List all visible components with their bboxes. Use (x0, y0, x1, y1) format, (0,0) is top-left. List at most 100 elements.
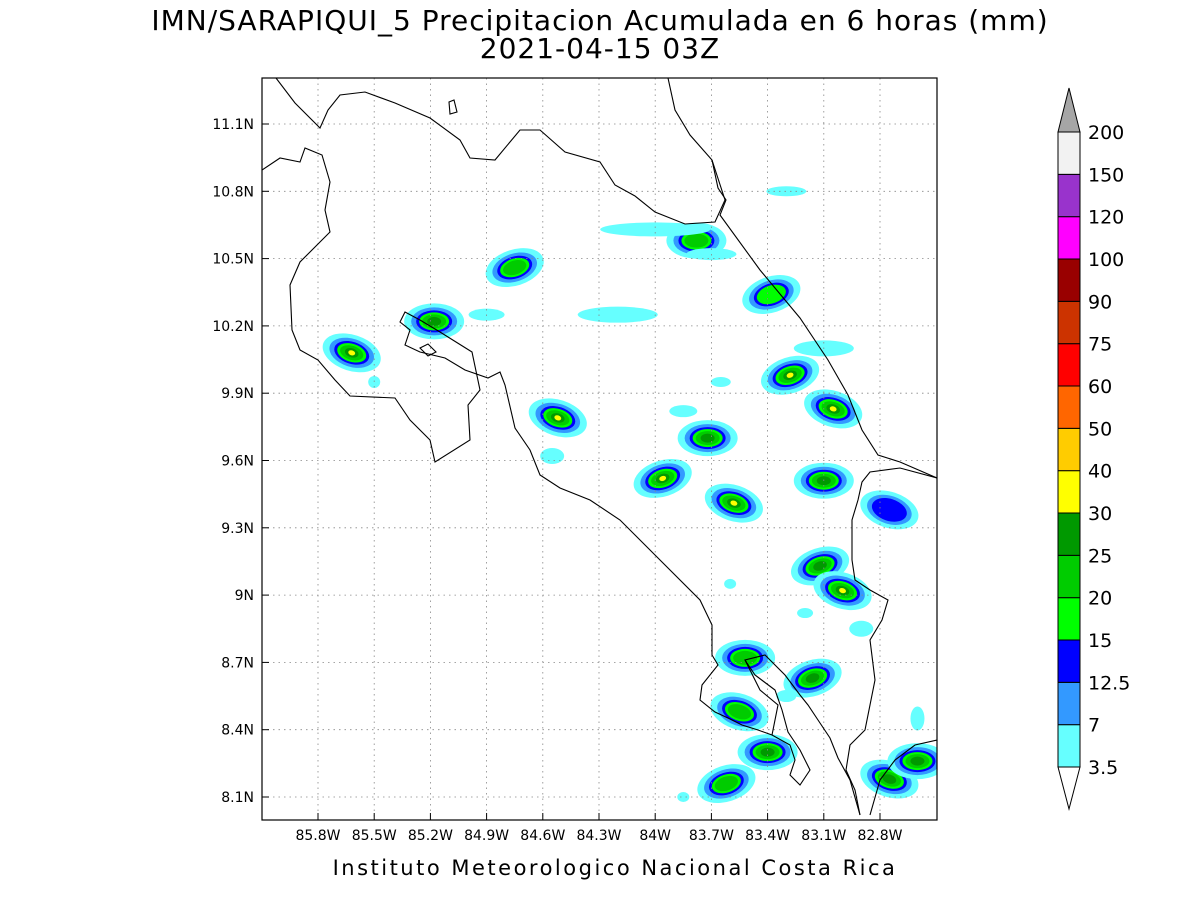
y-tick-label: 9.9N (221, 386, 254, 402)
footer-credit: Instituto Meteorologico Nacional Costa R… (332, 856, 898, 880)
rain-light (669, 405, 698, 418)
colorbar-swatch (1057, 512, 1081, 556)
y-tick-label: 8.7N (221, 655, 254, 671)
rain-contour (882, 774, 897, 784)
x-tick-label: 85.5W (352, 828, 397, 844)
rain-contour (871, 498, 907, 522)
rain-light (849, 620, 874, 637)
colorbar-label: 12.5 (1088, 672, 1130, 694)
map-grid (262, 78, 937, 820)
precipitation-cells (322, 186, 937, 804)
x-tick-label: 85.2W (408, 828, 453, 844)
colorbar-swatch (1057, 724, 1081, 768)
rain-contour (839, 588, 846, 594)
rain-contour (786, 372, 794, 378)
y-tick-label: 10.8N (212, 184, 254, 200)
y-tick-label: 11.1N (212, 117, 254, 133)
rain-contour (829, 406, 837, 412)
x-tick-label: 84.3W (576, 828, 621, 844)
colorbar-swatch (1057, 131, 1081, 175)
colorbar-swatch (1057, 258, 1081, 302)
lake-island (448, 99, 458, 115)
colorbar-swatch (1057, 300, 1081, 345)
colorbar-swatch (1057, 681, 1081, 726)
x-tick-label: 84.9W (464, 828, 509, 844)
rain-cell (737, 734, 798, 771)
rain-cell (404, 303, 465, 340)
colorbar-label: 15 (1088, 630, 1112, 652)
rain-contour (700, 433, 715, 443)
map-timestamp: 2021-04-15 03Z (479, 32, 721, 65)
rain-light (724, 578, 737, 589)
x-tick-label: 83.4W (745, 828, 790, 844)
rain-contour (348, 350, 356, 356)
rain-cell (887, 743, 937, 780)
osa-peninsula (744, 659, 779, 736)
colorbar-label: 100 (1088, 249, 1124, 271)
rain-contour (805, 673, 820, 683)
rain-light (577, 306, 658, 323)
rain-light (540, 448, 565, 465)
rain-cell (710, 692, 769, 732)
x-tick-label: 84W (639, 828, 671, 844)
colorbar-swatch (1057, 427, 1081, 472)
map-frame (261, 77, 938, 821)
y-tick-label: 10.2N (212, 319, 254, 335)
rain-contour (760, 747, 775, 757)
rain-cell (804, 389, 863, 429)
colorbar-label: 200 (1088, 122, 1124, 144)
rain-contour (427, 316, 442, 326)
rain-contour (730, 500, 738, 506)
x-tick-label: 84.6W (520, 828, 565, 844)
chiriqui-coast (869, 739, 937, 816)
panama-border (845, 467, 937, 816)
y-tick-label: 9N (235, 588, 254, 604)
rain-contour (554, 415, 562, 421)
y-tick-label: 9.3N (221, 521, 254, 537)
coastline (262, 78, 937, 816)
colorbar-swatch (1057, 385, 1081, 429)
x-tick-label: 83.1W (801, 828, 846, 844)
colorbar-swatch (1057, 470, 1081, 514)
rain-cell (677, 420, 738, 457)
rain-contour (910, 756, 925, 766)
colorbar-label: 120 (1088, 207, 1124, 229)
rain-light (710, 376, 731, 387)
rain-contour (727, 704, 752, 720)
colorbar-label: 40 (1088, 461, 1112, 483)
x-tick-label: 83.7W (689, 828, 734, 844)
colorbar-label: 60 (1088, 376, 1112, 398)
colorbar-label: 90 (1088, 291, 1112, 313)
y-tick-label: 8.4N (221, 723, 254, 739)
nicoya-island (419, 343, 437, 357)
y-axis: 11.1N 10.8N 10.5N 10.2N 9.9N 9.6N 9.3N 9N 8.7N 8.… (212, 117, 269, 806)
colorbar-label: 150 (1088, 164, 1124, 186)
colorbar-bottom-triangle (1057, 766, 1081, 811)
y-tick-label: 10.5N (212, 252, 254, 268)
x-tick-label: 82.8W (857, 828, 902, 844)
colorbar-swatch (1057, 597, 1081, 641)
rain-light (910, 706, 925, 731)
rain-light (797, 608, 814, 619)
rain-cell (761, 355, 820, 395)
rain-light (677, 792, 690, 802)
x-tick-label: 85.8W (295, 828, 340, 844)
colorbar-label: 3.5 (1088, 757, 1118, 779)
rain-cell (633, 458, 692, 498)
colorbar-swatch (1057, 343, 1081, 387)
rain-contour (733, 650, 758, 665)
colorbar-swatch (1057, 173, 1081, 218)
colorbar-label: 50 (1088, 418, 1112, 440)
rain-contour (756, 284, 786, 305)
rain-cell (715, 639, 776, 676)
colorbar-top-triangle (1057, 87, 1081, 133)
rain-cell (813, 571, 872, 611)
rain-cell (528, 398, 587, 438)
map-title: IMN/SARAPIQUI_5 Precipitacion Acumulada … (151, 4, 1049, 37)
colorbar-swatch (1057, 554, 1081, 599)
colorbar-swatch (1057, 639, 1081, 683)
rain-cell (783, 658, 842, 698)
rain-light (600, 222, 711, 237)
colorbar: 3.5 7 12.5 15 20 25 30 40 50 60 75 90 100 120 150 200 (1057, 87, 1130, 811)
